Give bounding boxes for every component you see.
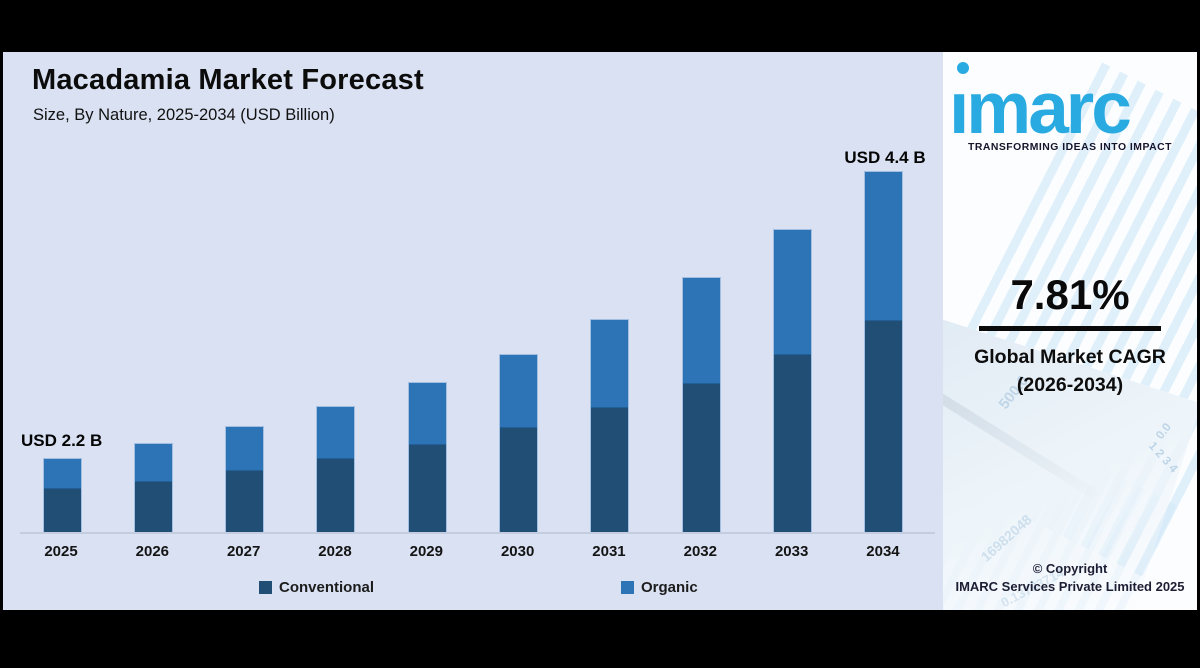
x-axis-label-2026: 2026 <box>135 543 170 560</box>
x-axis-label-2031: 2031 <box>592 543 626 560</box>
chart-subtitle: Size, By Nature, 2025-2034 (USD Billion) <box>33 106 335 124</box>
bar-2033 <box>773 229 813 533</box>
bar-segment-organic-2029 <box>408 383 446 445</box>
brand-panel: 500.0 0.0 1 2 3 4 16982048 0.13783714 ım… <box>943 52 1197 610</box>
bar-segment-conventional-2028 <box>317 459 355 532</box>
cagr-value: 7.81% <box>1010 271 1130 318</box>
chart-panel: Macadamia Market Forecast Size, By Natur… <box>3 52 943 610</box>
copyright-line1: © Copyright <box>1032 561 1108 576</box>
bar-2029 <box>407 382 447 533</box>
copyright-line2: IMARC Services Private Limited 2025 <box>955 578 1185 594</box>
x-axis-label-2029: 2029 <box>409 543 443 560</box>
bar-segment-organic-2026 <box>134 444 172 482</box>
bar-2027 <box>225 426 265 533</box>
bar-segment-organic-2028 <box>317 407 355 459</box>
cagr-underline <box>979 326 1161 331</box>
bar-segment-organic-2031 <box>591 320 629 408</box>
bar-2030 <box>499 354 539 533</box>
bar-segment-conventional-2031 <box>591 408 629 532</box>
bar-segment-conventional-2030 <box>500 428 538 532</box>
annotation-usd-2025: USD 2.2 B <box>21 431 103 450</box>
imarc-logo-dot-icon <box>957 62 969 74</box>
x-axis-label-2030: 2030 <box>500 543 535 560</box>
x-axis-label-2028: 2028 <box>318 543 352 560</box>
bar-2032 <box>681 277 721 533</box>
bar-2028 <box>316 406 356 533</box>
copyright: © Copyright IMARC Services Private Limit… <box>943 560 1197 595</box>
x-axis-label-2027: 2027 <box>226 543 261 560</box>
chart-title: Macadamia Market Forecast <box>32 64 424 96</box>
legend-label: Organic <box>641 579 698 596</box>
legend-label: Conventional <box>279 579 375 596</box>
legend-swatch-organic <box>621 581 634 594</box>
x-axis-label-2032: 2032 <box>683 543 717 560</box>
bar-segment-organic-2030 <box>500 355 538 428</box>
page-content: Macadamia Market Forecast Size, By Natur… <box>3 52 1197 610</box>
bar-segment-conventional-2026 <box>134 482 172 532</box>
bar-2026 <box>133 443 173 533</box>
x-axis-line <box>20 532 935 534</box>
imarc-logo: ımarc <box>949 68 1132 149</box>
imarc-tagline: TRANSFORMING IDEAS INTO IMPACT <box>968 142 1172 153</box>
bar-segment-conventional-2025 <box>43 489 81 532</box>
cagr-label-line2: (2026-2034) <box>1016 374 1124 397</box>
bar-segment-organic-2033 <box>774 230 812 355</box>
legend-swatch-conventional <box>259 581 272 594</box>
bar-segment-organic-2032 <box>682 278 720 384</box>
cagr-label-line1: Global Market CAGR <box>974 346 1166 368</box>
x-axis-label-2034: 2034 <box>866 543 900 560</box>
bar-segment-conventional-2032 <box>682 384 720 532</box>
cagr-block: 7.81% Global Market CAGR (2026-2034) <box>943 274 1197 400</box>
legend-item-conventional: Conventional <box>259 579 374 596</box>
bar-segment-organic-2034 <box>865 172 903 321</box>
legend-item-organic: Organic <box>621 579 698 596</box>
annotation-usd-2034: USD 4.4 B <box>844 148 926 167</box>
bar-segment-organic-2027 <box>226 427 264 471</box>
x-axis-label-2033: 2033 <box>774 543 809 560</box>
bar-segment-conventional-2034 <box>865 321 903 532</box>
bar-2025 <box>42 458 82 533</box>
bar-2034 <box>864 171 904 533</box>
bar-segment-organic-2025 <box>43 459 81 489</box>
bar-segment-conventional-2029 <box>408 445 446 532</box>
bar-segment-conventional-2033 <box>774 355 812 532</box>
bar-segment-conventional-2027 <box>226 471 264 532</box>
bar-2031 <box>590 319 630 533</box>
x-axis-label-2025: 2025 <box>44 543 78 560</box>
